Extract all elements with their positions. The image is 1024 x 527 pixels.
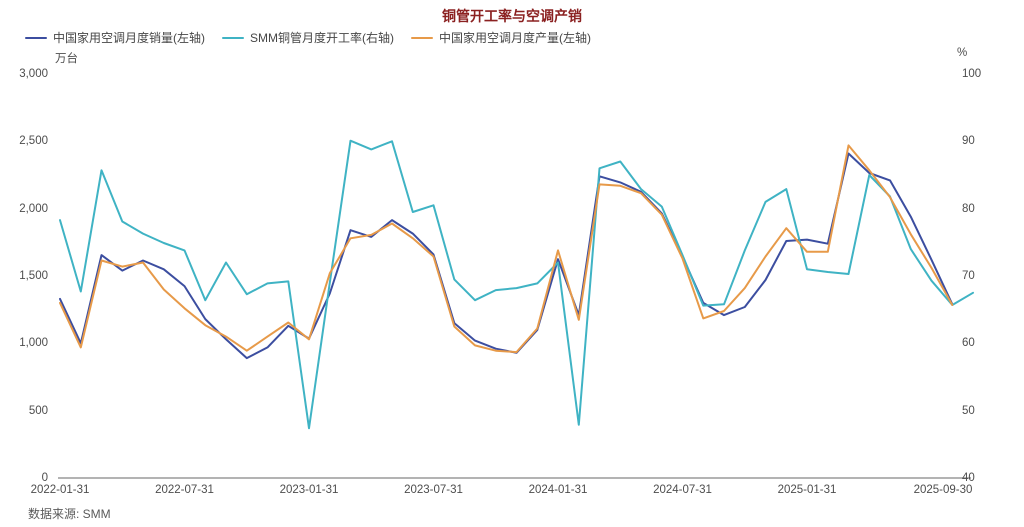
right-axis-tick: 50 [962, 404, 975, 417]
right-axis-tick: 100 [962, 68, 982, 80]
legend-item-label: SMM铜管月度开工率(右轴) [250, 31, 394, 45]
line-mark-icon [222, 37, 244, 39]
right-axis-unit: % [957, 47, 968, 59]
chart-title: 铜管开工率与空调产销 [442, 8, 582, 24]
x-axis-tick: 2024-01-31 [528, 484, 588, 496]
series-line-0 [59, 152, 954, 360]
series-line-1 [59, 139, 974, 430]
x-axis-tick: 2023-01-31 [279, 484, 339, 496]
left-axis-unit: 万台 [55, 53, 78, 65]
right-axis-tick: 90 [962, 135, 975, 148]
right-axis-tick: 80 [962, 202, 975, 215]
legend-item-sales[interactable]: 中国家用空调月度销量(左轴) [25, 31, 205, 45]
x-axis-tick: 2025-09-30 [913, 484, 973, 496]
series-line-2 [59, 144, 954, 354]
legend-item-production[interactable]: 中国家用空调月度产量(左轴) [411, 31, 591, 45]
left-axis-tick: 500 [28, 404, 48, 417]
x-axis-tick: 2023-07-31 [404, 484, 463, 496]
x-axis-tick: 2024-07-31 [653, 484, 712, 496]
right-axis-tick: 40 [962, 472, 975, 484]
legend: 中国家用空调月度销量(左轴) SMM铜管月度开工率(右轴) 中国家用空调月度产量… [25, 31, 591, 45]
right-axis-tick: 60 [962, 337, 975, 350]
left-axis-tick: 0 [41, 472, 48, 484]
legend-item-label: 中国家用空调月度销量(左轴) [53, 31, 205, 45]
left-axis-tick: 2,500 [19, 135, 48, 148]
x-axis-tick: 2022-01-31 [30, 484, 90, 496]
line-mark-icon [411, 37, 433, 39]
line-mark-icon [25, 37, 47, 39]
x-axis-tick: 2022-07-31 [155, 484, 214, 496]
left-axis-tick: 2,000 [19, 202, 48, 215]
data-source-text: 数据来源: SMM [28, 507, 111, 521]
right-axis-tick: 70 [962, 270, 975, 282]
legend-item-label: 中国家用空调月度产量(左轴) [439, 31, 591, 45]
left-axis-tick: 1,500 [19, 270, 48, 282]
left-axis-tick: 1,000 [19, 337, 48, 350]
x-axis-tick: 2025-01-31 [777, 484, 837, 496]
legend-item-operating-rate[interactable]: SMM铜管月度开工率(右轴) [222, 31, 394, 45]
left-axis-tick: 3,000 [19, 68, 48, 80]
